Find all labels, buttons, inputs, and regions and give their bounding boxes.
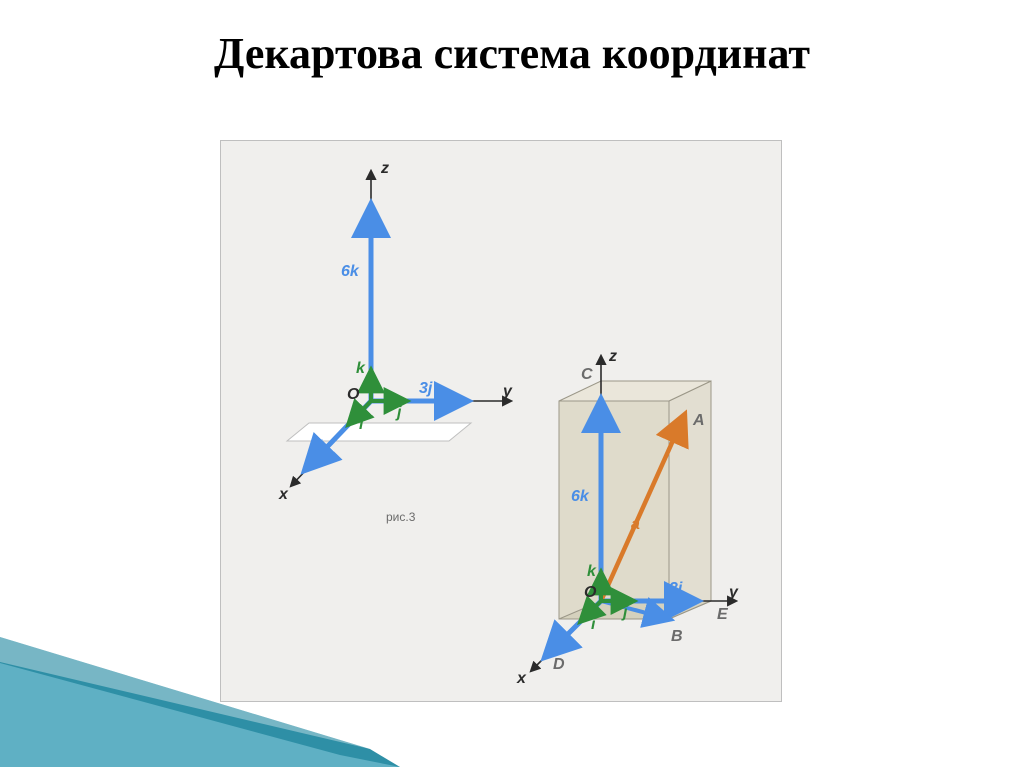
- label-E: E: [717, 606, 729, 623]
- label-i: i: [359, 416, 364, 433]
- label-6k: 6k: [341, 263, 360, 280]
- label-k: k: [587, 563, 597, 580]
- label-B: B: [671, 628, 683, 645]
- label-O: O: [584, 584, 597, 601]
- label-3j: 3j: [419, 380, 433, 397]
- diagram-container: z y x O 6k 3j 5i k j i рис.3: [220, 140, 782, 702]
- label-j: j: [395, 404, 402, 421]
- slide-title: Декартова система координат: [0, 28, 1024, 79]
- label-x: x: [516, 670, 527, 687]
- label-i: i: [591, 616, 596, 633]
- coordinate-diagram: z y x O 6k 3j 5i k j i рис.3: [221, 141, 781, 701]
- label-a: a: [631, 516, 640, 533]
- label-3j: 3j: [669, 580, 683, 597]
- label-k: k: [356, 360, 366, 377]
- label-D: D: [553, 656, 565, 673]
- label-6k: 6k: [571, 488, 590, 505]
- label-z: z: [380, 160, 389, 177]
- label-C: C: [581, 366, 593, 383]
- right-coordinate-system: z y x O 6k 3j 5i a k j i A B C D E: [516, 348, 739, 687]
- figure-caption: рис.3: [386, 510, 416, 524]
- label-x: x: [278, 486, 289, 503]
- label-5i: 5i: [309, 438, 323, 455]
- label-O: O: [347, 386, 360, 403]
- box-front-face: [559, 401, 669, 619]
- label-z: z: [608, 348, 617, 365]
- label-j: j: [621, 604, 628, 621]
- label-y: y: [728, 584, 739, 601]
- label-5i: 5i: [549, 628, 563, 645]
- label-A: A: [692, 412, 705, 429]
- slide-corner-accent: [0, 637, 400, 767]
- label-y: y: [502, 383, 513, 400]
- left-coordinate-system: z y x O 6k 3j 5i k j i: [278, 160, 513, 503]
